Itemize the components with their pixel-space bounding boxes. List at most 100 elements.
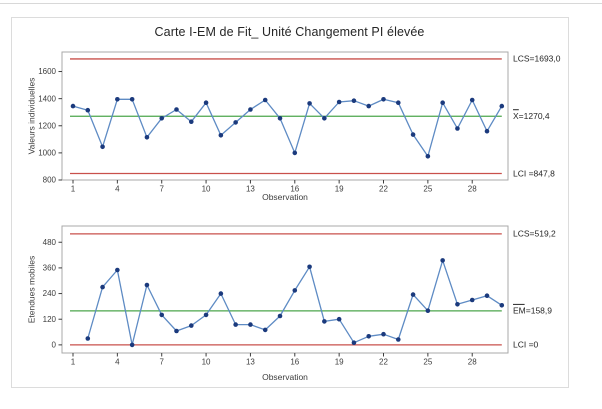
individuals-chart-data-point [499, 103, 505, 109]
moving-range-chart-x-tick-label: 4 [115, 358, 120, 367]
individuals-chart-data-point [351, 98, 357, 103]
individuals-chart-data-point [307, 101, 312, 106]
individuals-chart-x-tick-label: 7 [159, 185, 164, 194]
moving-range-chart-x-axis-title: Observation [262, 372, 308, 382]
individuals-chart-data-point [159, 116, 165, 121]
moving-range-chart-x-tick-label: 1 [71, 358, 76, 367]
moving-range-chart-data-point [144, 282, 150, 288]
moving-range-chart-data-point [351, 340, 357, 346]
moving-range-chart-data-point [484, 293, 490, 299]
moving-range-chart-data-point [381, 331, 386, 337]
individuals-chart-lcl-label: LCI =847,8 [513, 168, 555, 178]
individuals-chart-y-tick-label: 1400 [38, 94, 56, 103]
individuals-chart-x-tick-label: 4 [115, 185, 120, 194]
individuals-chart-data-point [440, 100, 445, 105]
moving-range-chart-data-point [277, 313, 283, 319]
moving-range-chart-y-tick-label: 240 [43, 289, 57, 298]
individuals-chart-data-point [262, 97, 268, 103]
individuals-chart-x-tick-label: 22 [379, 185, 388, 194]
moving-range-chart-x-tick-label: 10 [202, 358, 211, 367]
individuals-chart-y-axis-title: Valeurs individuelles [26, 78, 36, 155]
moving-range-chart-data-point [336, 316, 342, 322]
individuals-chart-data-point [292, 150, 298, 156]
moving-range-chart-y-tick-label: 360 [43, 264, 57, 273]
individuals-chart-data-point [100, 144, 105, 150]
moving-range-chart-x-tick-label: 22 [379, 358, 388, 367]
moving-range-chart-center-label: EM=158,9 [513, 306, 552, 316]
individuals-chart-y-tick-label: 1200 [38, 121, 56, 130]
individuals-chart-data-point [395, 100, 401, 105]
moving-range-chart-data-point [85, 336, 91, 341]
individuals-chart-data-point [174, 107, 179, 112]
moving-range-chart-ucl-label: LCS=519,2 [513, 229, 556, 239]
moving-range-chart-x-tick-label: 16 [290, 358, 299, 367]
top-divider [0, 3, 602, 4]
moving-range-chart-x-tick-label: 13 [246, 358, 255, 367]
moving-range-chart-data-point [129, 342, 135, 348]
moving-range-chart-data-point [115, 267, 120, 273]
individuals-chart-data-point [484, 128, 490, 134]
moving-range-chart-data-point [262, 327, 268, 333]
moving-range-chart-data-point [395, 337, 401, 342]
individuals-chart-x-tick-label: 16 [290, 185, 299, 194]
moving-range-chart-data-point [174, 328, 179, 334]
moving-range-chart-data-point [218, 291, 224, 296]
individuals-chart-x-tick-label: 10 [202, 185, 211, 194]
individuals-chart-y-tick-label: 800 [43, 176, 57, 185]
individuals-chart-data-point [70, 103, 76, 109]
individuals-chart-data-point [218, 133, 224, 138]
moving-range-chart-data-point [322, 319, 327, 324]
moving-range-chart-y-tick-label: 0 [52, 340, 57, 349]
moving-range-chart-data-point [100, 284, 105, 290]
individuals-chart-ucl-label: LCS=1693,0 [513, 54, 561, 64]
individuals-chart-x-tick-label: 19 [335, 185, 344, 194]
moving-range-chart-data-point [425, 308, 431, 314]
moving-range-chart-x-tick-label: 7 [159, 358, 164, 367]
moving-range-chart-data-point [366, 334, 372, 339]
moving-range-chart-data-point [499, 303, 505, 308]
individuals-chart-data-point [277, 116, 283, 121]
individuals-chart-data-point [381, 97, 386, 102]
individuals-chart-data-point [455, 126, 460, 131]
individuals-chart-data-point [322, 116, 327, 121]
moving-range-chart-series-line [87, 259, 503, 346]
moving-range-chart-data-point [455, 302, 460, 307]
moving-range-chart-lcl-label: LCI =0 [513, 340, 539, 350]
individuals-chart-data-point [129, 97, 135, 102]
individuals-chart-data-point [366, 103, 372, 109]
moving-range-chart-plot-border [61, 225, 509, 354]
individuals-chart-data-point [248, 107, 253, 112]
individuals-chart-data-point [425, 154, 431, 159]
individuals-chart-x-tick-label: 28 [468, 185, 477, 194]
moving-range-chart-data-point [469, 297, 475, 303]
moving-range-chart-data-point [307, 264, 312, 270]
moving-range-chart-data-point [410, 292, 416, 297]
individuals-chart-data-point [469, 97, 475, 103]
individuals-chart-x-tick-label: 1 [71, 185, 76, 194]
moving-range-chart-data-point [188, 323, 194, 328]
individuals-chart-y-tick-label: 1000 [38, 148, 56, 157]
moving-range-chart-data-point [233, 322, 238, 327]
individuals-chart-x-tick-label: 25 [423, 185, 432, 194]
moving-range-chart-data-point [203, 312, 209, 318]
moving-range-chart-x-tick-label: 19 [335, 358, 344, 367]
individuals-chart-series-line [72, 98, 503, 157]
individuals-chart-plot-border [61, 51, 509, 181]
individuals-chart-data-point [144, 135, 150, 140]
individuals-chart-data-point [188, 119, 194, 124]
moving-range-chart-data-point [159, 312, 165, 318]
graph-canvas [11, 17, 569, 388]
individuals-chart-y-tick-label: 1600 [38, 67, 56, 76]
moving-range-chart-data-point [440, 258, 445, 263]
individuals-chart-x-axis-title: Observation [262, 192, 308, 202]
moving-range-chart-x-tick-label: 25 [423, 358, 432, 367]
individuals-chart-data-point [115, 97, 120, 102]
individuals-chart-data-point [85, 107, 91, 113]
individuals-chart-center-label: X=1270,4 [513, 111, 550, 121]
moving-range-chart-y-axis-title: Etendues mobiles [26, 256, 36, 324]
individuals-chart-data-point [233, 120, 238, 125]
moving-range-chart-x-tick-label: 28 [468, 358, 477, 367]
moving-range-chart-y-tick-label: 120 [43, 315, 57, 324]
